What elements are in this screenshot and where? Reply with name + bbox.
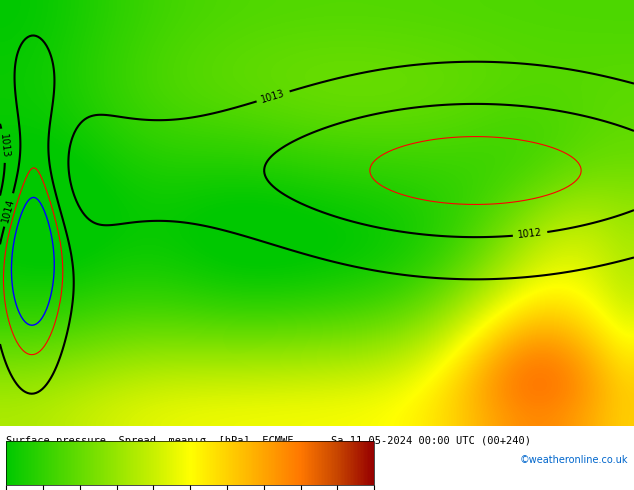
Text: 1013: 1013 — [260, 88, 287, 105]
Text: Surface pressure  Spread  mean+σ  [hPa]  ECMWF      Sa 11-05-2024 00:00 UTC (00+: Surface pressure Spread mean+σ [hPa] ECM… — [6, 436, 531, 446]
Text: ©weatheronline.co.uk: ©weatheronline.co.uk — [519, 455, 628, 465]
Text: 1012: 1012 — [517, 228, 543, 241]
Text: 1014: 1014 — [1, 197, 16, 223]
Text: 1013: 1013 — [0, 133, 10, 158]
